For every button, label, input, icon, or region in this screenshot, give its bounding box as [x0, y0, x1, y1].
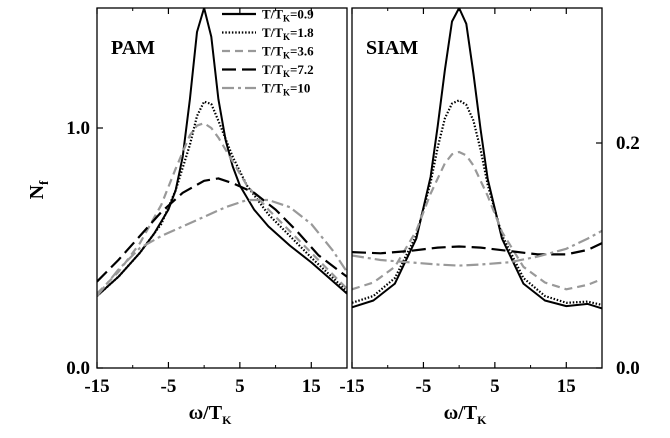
x-tick-label-0-1: -5 — [161, 376, 177, 397]
series-line-0-3 — [97, 177, 347, 283]
series-line-0-2 — [97, 122, 347, 295]
plot-frame-1 — [351, 7, 603, 369]
legend-label-0: T/TK=0.9 — [262, 7, 314, 24]
legend-label-1: T/TK=1.8 — [262, 25, 314, 42]
x-tick-label-0-0: -15 — [84, 376, 109, 397]
y-tick-label-1-0: 0.0 — [616, 358, 640, 379]
x-axis-label-1: ω/TK — [444, 402, 488, 427]
legend-label-4: T/TK=10 — [262, 81, 310, 98]
y-tick-label-0-0: 0.0 — [66, 358, 90, 379]
series-line-1-4 — [352, 229, 602, 267]
y-axis-label: Nf — [26, 180, 51, 199]
legend-label-3: T/TK=7.2 — [262, 62, 314, 79]
y-tick-label-0-1: 1.0 — [66, 118, 90, 139]
series-line-1-0 — [352, 8, 602, 310]
x-tick-label-1-3: 15 — [557, 376, 576, 397]
x-tick-label-1-1: -5 — [416, 376, 432, 397]
y-tick-label-1-1: 0.2 — [616, 133, 640, 154]
series-line-1-2 — [352, 150, 602, 291]
x-tick-label-1-0: -15 — [339, 376, 364, 397]
series-line-1-1 — [352, 99, 602, 307]
plot-frame-0 — [96, 7, 348, 369]
series-line-1-3 — [352, 242, 602, 256]
series-line-0-1 — [97, 100, 347, 297]
x-tick-label-0-3: 15 — [302, 376, 321, 397]
panel-title-1: SIAM — [366, 37, 418, 59]
series-line-0-4 — [97, 198, 347, 297]
legend-label-2: T/TK=3.6 — [262, 44, 314, 61]
x-tick-label-1-2: 5 — [490, 376, 500, 397]
x-tick-label-0-2: 5 — [235, 376, 245, 397]
panel-title-0: PAM — [111, 37, 155, 59]
x-axis-label-0: ω/TK — [189, 402, 233, 427]
